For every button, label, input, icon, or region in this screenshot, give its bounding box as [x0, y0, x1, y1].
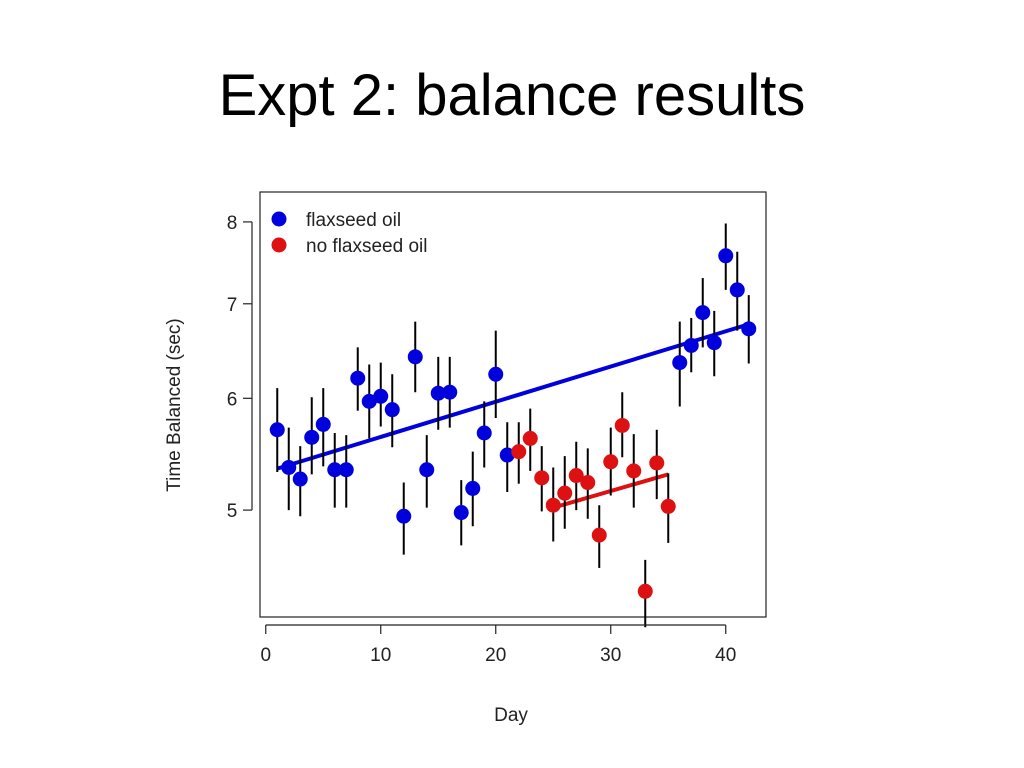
data-point: [672, 355, 688, 371]
data-point: [591, 527, 607, 543]
data-point: [626, 463, 642, 479]
x-tick-label: 0: [260, 645, 271, 666]
x-tick-label: 10: [370, 645, 391, 666]
x-tick-label: 40: [715, 645, 736, 666]
data-point: [729, 282, 745, 298]
data-point: [718, 248, 734, 264]
data-point: [407, 349, 423, 365]
data-point: [706, 335, 722, 351]
data-point: [695, 305, 711, 321]
data-point: [545, 497, 561, 513]
y-tick-label: 8: [227, 213, 238, 234]
data-point: [511, 444, 527, 460]
trend-line: [276, 322, 750, 471]
data-point: [614, 417, 630, 433]
data-point: [683, 337, 699, 353]
data-point: [534, 470, 550, 486]
legend-label: flaxseed oil: [306, 210, 401, 231]
x-axis-label: Day: [494, 705, 528, 726]
data-point: [361, 393, 377, 409]
data-point: [660, 498, 676, 514]
data-point: [557, 485, 573, 501]
data-point: [373, 388, 389, 404]
data-point: [499, 447, 515, 463]
slide-title: Expt 2: balance results: [218, 63, 806, 128]
data-point: [568, 468, 584, 484]
data-point: [269, 422, 285, 438]
data-point: [580, 475, 596, 491]
data-point: [430, 385, 446, 401]
data-point: [649, 455, 665, 471]
data-point: [304, 429, 320, 445]
data-point: [522, 430, 538, 446]
legend-label: no flaxseed oil: [306, 236, 427, 257]
data-point: [315, 416, 331, 432]
data-point: [637, 583, 653, 599]
data-point: [442, 384, 458, 400]
y-tick-label: 6: [227, 389, 238, 410]
y-tick-label: 7: [227, 295, 238, 316]
data-point: [453, 505, 469, 521]
data-point: [465, 480, 481, 496]
data-point: [603, 454, 619, 470]
y-tick-label: 5: [227, 501, 238, 522]
y-axis-label: Time Balanced (sec): [164, 318, 185, 492]
data-point: [741, 321, 757, 337]
data-point: [396, 508, 412, 524]
data-point: [281, 459, 297, 475]
data-point: [384, 402, 400, 418]
data-point: [292, 471, 308, 487]
data-point: [338, 462, 354, 478]
plot-frame: [259, 191, 767, 618]
data-point: [350, 370, 366, 386]
data-point: [488, 366, 504, 382]
data-point: [327, 462, 343, 478]
legend-marker: [271, 211, 287, 227]
data-point: [419, 462, 435, 478]
legend-marker: [271, 237, 287, 253]
data-point: [476, 425, 492, 441]
x-tick-label: 30: [600, 645, 621, 666]
x-tick-label: 20: [485, 645, 506, 666]
